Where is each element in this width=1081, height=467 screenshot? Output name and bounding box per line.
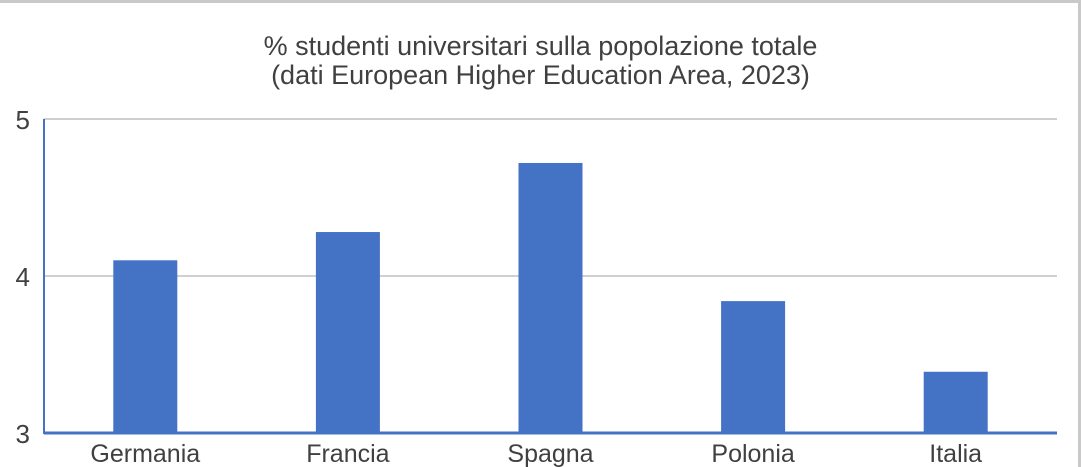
bar-italia <box>923 371 988 433</box>
x-tick-label: Spagna <box>507 440 593 467</box>
tick-labels: 3 4 5 Germania Francia Spagna Polonia Italia <box>16 105 983 467</box>
bars <box>113 162 988 433</box>
chart-title: % studenti universitari sulla popolazion… <box>263 31 818 61</box>
bar-germania <box>113 260 178 433</box>
axes <box>43 119 1057 435</box>
bar-polonia <box>721 301 786 433</box>
bar-spagna <box>518 162 583 433</box>
y-tick-label: 5 <box>16 105 30 135</box>
x-tick-label: Polonia <box>711 440 794 467</box>
y-tick-label: 4 <box>16 262 30 292</box>
y-tick-label: 3 <box>16 419 30 449</box>
x-tick-label: Francia <box>306 440 389 467</box>
x-tick-label: Germania <box>90 440 200 467</box>
x-tick-label: Italia <box>929 440 982 467</box>
chart-subtitle: (dati European Higher Education Area, 20… <box>271 60 810 90</box>
bar-francia <box>315 232 380 433</box>
